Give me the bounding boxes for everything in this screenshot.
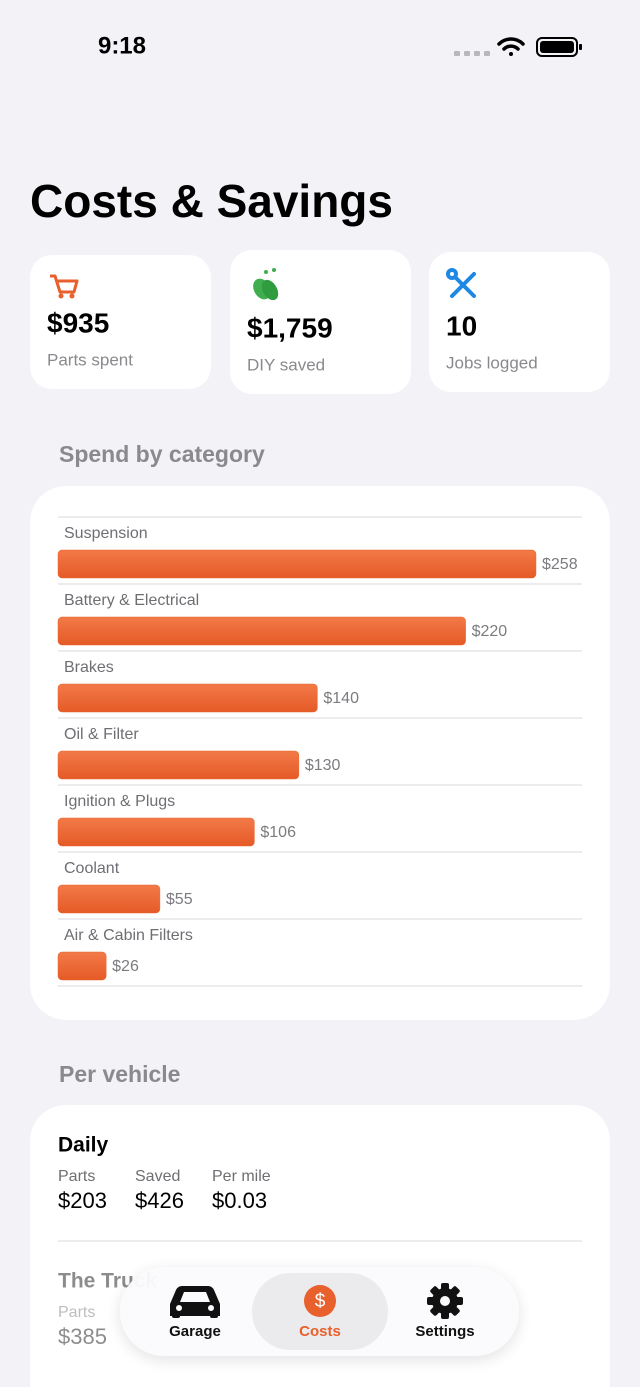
bar	[57, 750, 300, 780]
category-label: Coolant	[64, 860, 120, 877]
stat-value: 10	[446, 310, 477, 341]
bar	[57, 951, 107, 981]
bar	[57, 549, 537, 579]
stat-card: $935 Parts spent	[30, 255, 211, 389]
metric-value: $0.03	[212, 1188, 267, 1213]
signal-icon	[454, 51, 490, 56]
bar-chart: Suspension $258 Battery & Electrical $220 Br…	[57, 516, 582, 987]
stat-value: $1,759	[247, 312, 333, 343]
vehicle-name: Daily	[58, 1134, 109, 1157]
gear-icon	[427, 1283, 463, 1319]
category-label: Air & Cabin Filters	[64, 927, 193, 944]
dollar-glyph: $	[315, 1291, 326, 1312]
category-label: Brakes	[64, 659, 114, 676]
status-time: 9:18	[98, 32, 146, 59]
battery-icon	[536, 37, 582, 57]
value-label: $130	[305, 757, 341, 774]
metric-value: $426	[135, 1188, 184, 1213]
section-title: Spend by category	[59, 441, 265, 467]
cart-icon	[50, 274, 79, 299]
value-label: $140	[323, 690, 359, 707]
metric-label: Saved	[135, 1168, 180, 1185]
value-label: $258	[542, 556, 578, 573]
bar	[57, 683, 318, 713]
value-label: $106	[260, 824, 296, 841]
section-title: Per vehicle	[59, 1061, 180, 1087]
metric-value: $203	[58, 1188, 107, 1213]
bar	[57, 616, 466, 646]
category-label: Ignition & Plugs	[64, 793, 175, 810]
stat-value: $935	[47, 307, 109, 338]
value-label: $220	[472, 623, 508, 640]
bar	[57, 884, 161, 914]
bar	[57, 817, 255, 847]
tab[interactable]: $ Costs	[299, 1285, 341, 1340]
tab-label: Costs	[299, 1323, 341, 1340]
wifi-icon	[497, 37, 525, 56]
stat-label: Jobs logged	[446, 353, 538, 372]
stat-card: $1,759 DIY saved	[230, 250, 411, 394]
stat-label: Parts spent	[47, 350, 133, 369]
metric-label: Per mile	[212, 1168, 271, 1185]
tab-bar: Garage $ Costs Settings	[120, 1267, 519, 1356]
category-label: Battery & Electrical	[64, 592, 199, 609]
tools-icon	[446, 268, 476, 298]
stat-card: 10 Jobs logged	[429, 252, 610, 392]
tab-label: Settings	[415, 1323, 474, 1340]
tab[interactable]: Settings	[415, 1283, 475, 1340]
category-label: Oil & Filter	[64, 726, 139, 743]
value-label: $55	[166, 891, 193, 908]
tab-label: Garage	[169, 1323, 221, 1340]
metric-label: Parts	[58, 1168, 95, 1185]
tab[interactable]: Garage	[169, 1286, 221, 1340]
page-title: Costs & Savings	[30, 175, 393, 227]
category-label: Suspension	[64, 525, 148, 542]
hands-icon	[253, 268, 279, 301]
value-label: $26	[112, 958, 139, 975]
car-icon	[170, 1286, 220, 1318]
stat-label: DIY saved	[247, 355, 325, 374]
costs-icon	[304, 1285, 336, 1317]
